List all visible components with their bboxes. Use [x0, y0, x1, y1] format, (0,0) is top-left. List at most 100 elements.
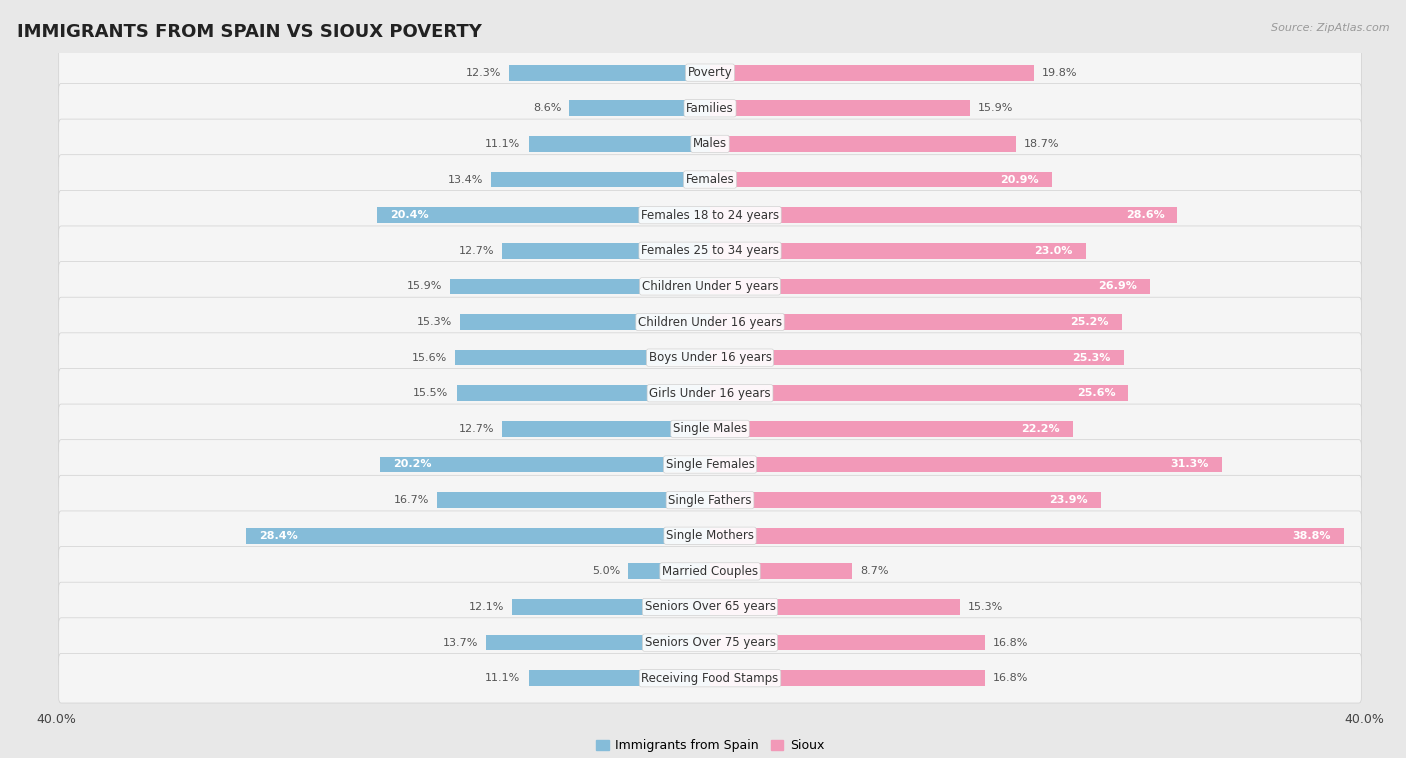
Legend: Immigrants from Spain, Sioux: Immigrants from Spain, Sioux — [591, 735, 830, 757]
FancyBboxPatch shape — [59, 155, 1361, 205]
Text: 31.3%: 31.3% — [1170, 459, 1209, 469]
Text: Children Under 5 years: Children Under 5 years — [641, 280, 779, 293]
Text: 25.6%: 25.6% — [1077, 388, 1115, 398]
FancyBboxPatch shape — [59, 475, 1361, 525]
FancyBboxPatch shape — [59, 618, 1361, 667]
Text: Seniors Over 75 years: Seniors Over 75 years — [644, 636, 776, 649]
Text: Children Under 16 years: Children Under 16 years — [638, 315, 782, 328]
Bar — [456, 349, 710, 365]
FancyBboxPatch shape — [59, 368, 1361, 418]
FancyBboxPatch shape — [59, 547, 1361, 596]
Text: 22.2%: 22.2% — [1021, 424, 1060, 434]
Bar — [246, 528, 710, 543]
Bar — [491, 171, 710, 187]
Bar — [710, 64, 1033, 80]
Text: 25.2%: 25.2% — [1070, 317, 1109, 327]
Text: 15.9%: 15.9% — [979, 103, 1014, 113]
Text: Females 25 to 34 years: Females 25 to 34 years — [641, 244, 779, 257]
Bar — [486, 634, 710, 650]
FancyBboxPatch shape — [59, 48, 1361, 98]
Bar — [377, 207, 710, 223]
Text: Males: Males — [693, 137, 727, 150]
Text: 23.0%: 23.0% — [1035, 246, 1073, 255]
Text: IMMIGRANTS FROM SPAIN VS SIOUX POVERTY: IMMIGRANTS FROM SPAIN VS SIOUX POVERTY — [17, 23, 482, 41]
Text: Single Mothers: Single Mothers — [666, 529, 754, 542]
Bar — [529, 136, 710, 152]
Text: 16.8%: 16.8% — [993, 673, 1028, 683]
Text: 20.2%: 20.2% — [392, 459, 432, 469]
Text: Single Fathers: Single Fathers — [668, 493, 752, 506]
FancyBboxPatch shape — [59, 582, 1361, 631]
Text: Single Females: Single Females — [665, 458, 755, 471]
Text: 19.8%: 19.8% — [1042, 67, 1077, 77]
Bar — [710, 599, 960, 615]
Bar — [710, 243, 1085, 258]
FancyBboxPatch shape — [59, 404, 1361, 454]
FancyBboxPatch shape — [59, 190, 1361, 240]
Text: 20.9%: 20.9% — [1000, 174, 1039, 184]
Text: Married Couples: Married Couples — [662, 565, 758, 578]
Text: 38.8%: 38.8% — [1292, 531, 1331, 540]
Text: 28.4%: 28.4% — [259, 531, 298, 540]
Bar — [710, 136, 1015, 152]
Bar — [450, 278, 710, 294]
Bar — [710, 314, 1122, 330]
Text: 20.4%: 20.4% — [389, 210, 429, 220]
Bar — [529, 670, 710, 686]
Text: 5.0%: 5.0% — [592, 566, 620, 576]
Bar — [710, 278, 1150, 294]
Bar — [512, 599, 710, 615]
FancyBboxPatch shape — [59, 440, 1361, 489]
Text: 15.9%: 15.9% — [406, 281, 441, 291]
Text: Seniors Over 65 years: Seniors Over 65 years — [644, 600, 776, 613]
Text: 15.3%: 15.3% — [969, 602, 1004, 612]
Text: 8.6%: 8.6% — [533, 103, 561, 113]
Text: 25.3%: 25.3% — [1073, 352, 1111, 362]
Text: 15.3%: 15.3% — [416, 317, 451, 327]
FancyBboxPatch shape — [59, 333, 1361, 383]
FancyBboxPatch shape — [59, 653, 1361, 703]
Text: 15.5%: 15.5% — [413, 388, 449, 398]
Text: 11.1%: 11.1% — [485, 139, 520, 149]
Text: 15.6%: 15.6% — [412, 352, 447, 362]
Text: 13.7%: 13.7% — [443, 637, 478, 647]
Text: Receiving Food Stamps: Receiving Food Stamps — [641, 672, 779, 684]
Text: 18.7%: 18.7% — [1024, 139, 1059, 149]
Bar — [710, 349, 1123, 365]
Bar — [710, 670, 984, 686]
Text: Single Males: Single Males — [673, 422, 747, 435]
Bar — [437, 492, 710, 508]
FancyBboxPatch shape — [59, 226, 1361, 276]
Text: Source: ZipAtlas.com: Source: ZipAtlas.com — [1271, 23, 1389, 33]
FancyBboxPatch shape — [59, 511, 1361, 560]
Bar — [569, 100, 710, 116]
Bar — [710, 207, 1177, 223]
Text: 13.4%: 13.4% — [447, 174, 482, 184]
Text: 12.1%: 12.1% — [468, 602, 505, 612]
Bar — [710, 421, 1073, 437]
Text: Females 18 to 24 years: Females 18 to 24 years — [641, 208, 779, 221]
FancyBboxPatch shape — [59, 297, 1361, 347]
Text: 12.3%: 12.3% — [465, 67, 501, 77]
Text: Families: Families — [686, 102, 734, 114]
Text: 16.7%: 16.7% — [394, 495, 429, 505]
Bar — [628, 563, 710, 579]
Bar — [457, 385, 710, 401]
Text: 12.7%: 12.7% — [458, 424, 495, 434]
Bar — [710, 528, 1344, 543]
Text: Girls Under 16 years: Girls Under 16 years — [650, 387, 770, 399]
Text: 16.8%: 16.8% — [993, 637, 1028, 647]
Bar — [509, 64, 710, 80]
Text: 12.7%: 12.7% — [458, 246, 495, 255]
Text: 11.1%: 11.1% — [485, 673, 520, 683]
Bar — [380, 456, 710, 472]
Bar — [460, 314, 710, 330]
Bar — [710, 385, 1129, 401]
FancyBboxPatch shape — [59, 83, 1361, 133]
Bar — [710, 456, 1222, 472]
FancyBboxPatch shape — [59, 119, 1361, 169]
Text: Boys Under 16 years: Boys Under 16 years — [648, 351, 772, 364]
FancyBboxPatch shape — [59, 262, 1361, 312]
Text: 26.9%: 26.9% — [1098, 281, 1136, 291]
Text: 8.7%: 8.7% — [860, 566, 889, 576]
